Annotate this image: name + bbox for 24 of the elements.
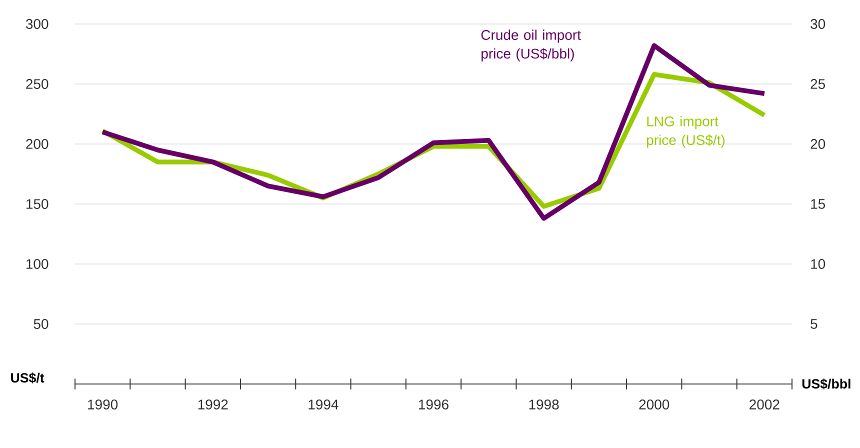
y-tick-label: 250: [26, 79, 48, 89]
series-label: LNG import price (US$/t): [647, 116, 725, 148]
x-tick-label: 1998: [529, 400, 559, 410]
y2-tick-label: 5: [810, 319, 818, 329]
x-tick-label: 2000: [639, 400, 670, 410]
x-tick-label: 1994: [308, 400, 338, 410]
y-axis-title: US$/t: [11, 372, 44, 384]
y-tick-label: 50: [34, 319, 48, 329]
x-tick-label: 1990: [88, 400, 118, 410]
x-tick-label: 1996: [419, 400, 448, 410]
y2-tick-label: 30: [810, 19, 826, 29]
y-tick-label: 150: [26, 199, 48, 209]
line-series: [100, 43, 767, 221]
y-tick-label: 300: [26, 19, 48, 29]
x-tick-label: 2002: [750, 400, 780, 410]
y2-tick-label: 25: [810, 79, 826, 89]
y2-tick-label: 10: [811, 259, 826, 269]
y-tick-label: 200: [26, 139, 48, 149]
y2-axis-title: US$/bbl: [802, 378, 850, 390]
x-tick-label: 1992: [198, 400, 228, 410]
y2-tick-label: 15: [811, 199, 826, 209]
text: Crude oil import price (US$/bbl): [481, 30, 581, 62]
y2-tick-label: 20: [810, 139, 826, 149]
y-tick-label: 100: [26, 259, 48, 269]
